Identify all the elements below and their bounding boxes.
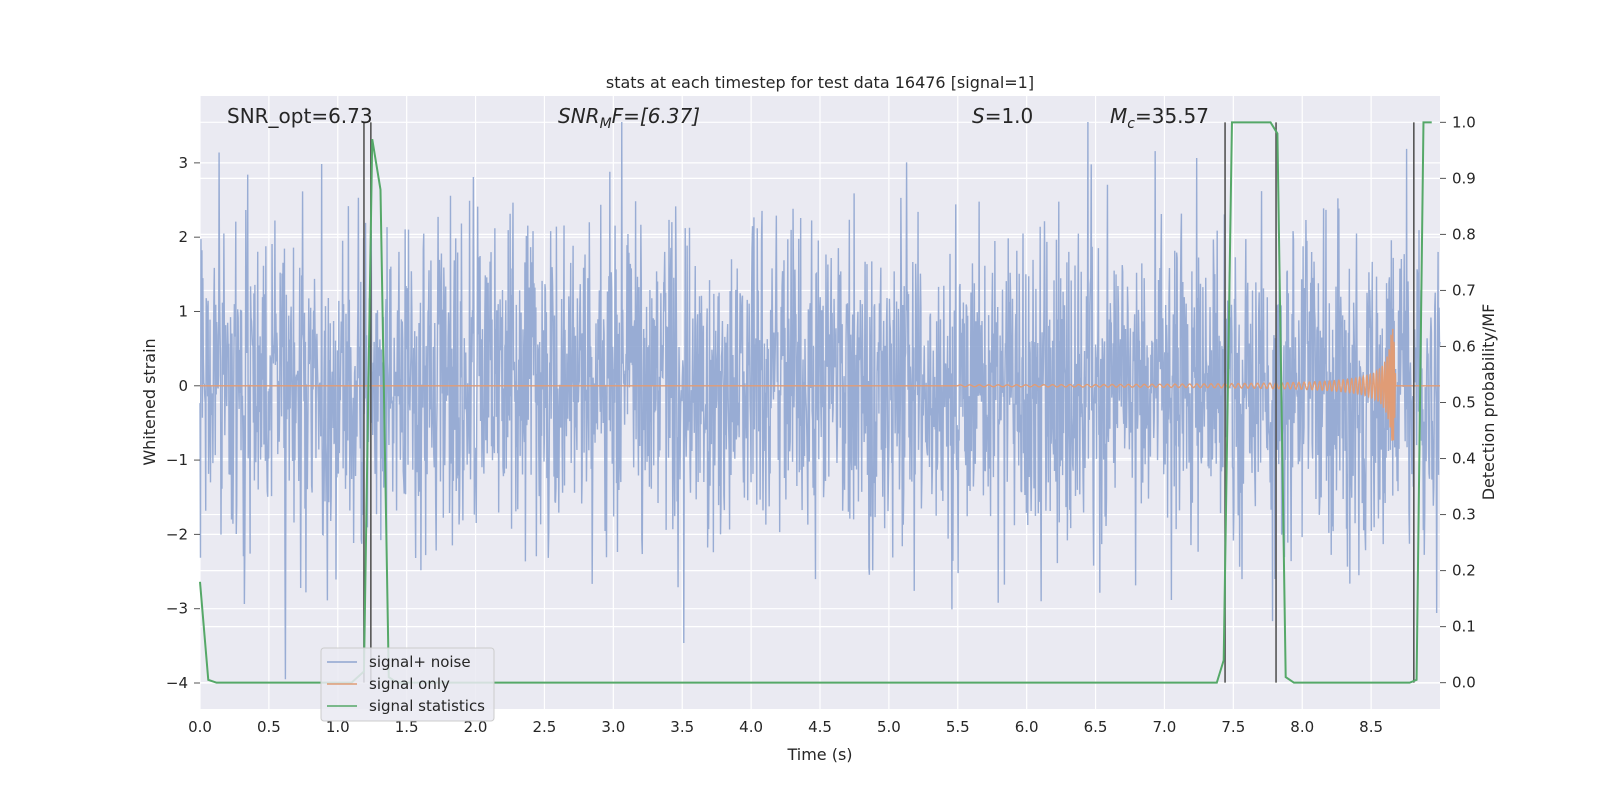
x-tick-label: 2.5 bbox=[533, 718, 557, 736]
tick-labels: 0.0 0.5 1.0 1.5 2.0 2.5 3.0 3.5 4.0 4.5 5.0 5.5 6.0 6… bbox=[166, 113, 1476, 736]
y-tick-label-right: 0.5 bbox=[1452, 394, 1476, 412]
x-tick-label: 7.0 bbox=[1153, 718, 1177, 736]
legend-label-signal-plus-noise: signal+ noise bbox=[369, 653, 471, 671]
y-axis-left-label: Whitened strain bbox=[140, 338, 159, 465]
annotation-snr-mf-subscript: M bbox=[600, 116, 612, 132]
y-tick-label-right: 1.0 bbox=[1452, 113, 1476, 131]
legend-box bbox=[320, 647, 495, 722]
signal-plus-noise-line bbox=[199, 122, 1441, 680]
y-tick-label-right: 0.6 bbox=[1452, 337, 1476, 355]
x-tick-label: 8.0 bbox=[1290, 718, 1314, 736]
legend-label-signal-statistics: signal statistics bbox=[369, 697, 485, 715]
legend-label-signal-only: signal only bbox=[369, 675, 450, 693]
annotation-snr-mf-value: F=[6.37] bbox=[612, 104, 700, 128]
grid bbox=[199, 96, 1440, 709]
annotation-mc-value: =35.57 bbox=[1135, 104, 1209, 128]
x-tick-label: 4.0 bbox=[739, 718, 763, 736]
x-tick-label: 5.5 bbox=[946, 718, 970, 736]
annotation-mc-symbol: M bbox=[1110, 104, 1127, 128]
annotation-snr-opt: SNR_opt=6.73 bbox=[227, 104, 373, 128]
annotations: SNR_opt=6.73 SNRMF=[6.37] S=1.0 Mc=35.57 bbox=[227, 104, 1209, 132]
y-tick-label-left: 3 bbox=[178, 154, 188, 172]
x-tick-label: 1.5 bbox=[395, 718, 419, 736]
x-tick-label: 6.5 bbox=[1084, 718, 1108, 736]
annotation-mc-subscript: c bbox=[1127, 116, 1135, 132]
chart-title: stats at each timestep for test data 164… bbox=[606, 73, 1034, 92]
x-tick-label: 2.0 bbox=[464, 718, 488, 736]
y-tick-label-left: −2 bbox=[166, 525, 188, 543]
y-tick-label-left: 1 bbox=[178, 302, 188, 320]
y-tick-label-left: −3 bbox=[166, 600, 188, 618]
x-tick-label: 3.0 bbox=[601, 718, 625, 736]
x-tick-label: 7.5 bbox=[1221, 718, 1245, 736]
y-tick-label-right: 0.1 bbox=[1452, 618, 1476, 636]
y-axis-right-label: Detection probability/MF bbox=[1479, 304, 1498, 501]
signal-only-series bbox=[200, 328, 1441, 441]
y-tick-label-right: 0.8 bbox=[1452, 225, 1476, 243]
y-tick-label-left: −4 bbox=[166, 674, 188, 692]
x-tick-label: 0.0 bbox=[188, 718, 212, 736]
x-tick-label: 4.5 bbox=[808, 718, 832, 736]
y-tick-label-right: 0.2 bbox=[1452, 562, 1476, 580]
y-tick-label-right: 0.9 bbox=[1452, 169, 1476, 187]
annotation-s-value: =1.0 bbox=[985, 104, 1034, 128]
x-tick-label: 3.5 bbox=[670, 718, 694, 736]
annotation-s: S=1.0 bbox=[972, 104, 1033, 128]
annotation-snr-mf-symbol: SNR bbox=[558, 104, 600, 128]
y-tick-label-left: 0 bbox=[178, 377, 188, 395]
annotation-s-symbol: S bbox=[972, 104, 985, 128]
y-tick-label-left: 2 bbox=[178, 228, 188, 246]
y-tick-label-right: 0.3 bbox=[1452, 506, 1476, 524]
x-tick-label: 5.0 bbox=[877, 718, 901, 736]
x-tick-label: 0.5 bbox=[257, 718, 281, 736]
signal-plus-noise-series bbox=[199, 122, 1441, 680]
x-axis-label: Time (s) bbox=[786, 745, 852, 764]
legend: signal+ noise signal only signal statist… bbox=[320, 647, 495, 722]
x-tick-label: 8.5 bbox=[1359, 718, 1383, 736]
annotation-mc: Mc=35.57 bbox=[1110, 104, 1209, 132]
annotation-snr-mf: SNRMF=[6.37] bbox=[558, 104, 700, 132]
y-tick-label-right: 0.4 bbox=[1452, 450, 1476, 468]
y-tick-label-right: 0.0 bbox=[1452, 674, 1476, 692]
x-tick-label: 6.0 bbox=[1015, 718, 1039, 736]
signal-only-line bbox=[200, 328, 1441, 441]
y-tick-label-left: −1 bbox=[166, 451, 188, 469]
y-tick-label-right: 0.7 bbox=[1452, 281, 1476, 299]
x-tick-label: 1.0 bbox=[326, 718, 350, 736]
